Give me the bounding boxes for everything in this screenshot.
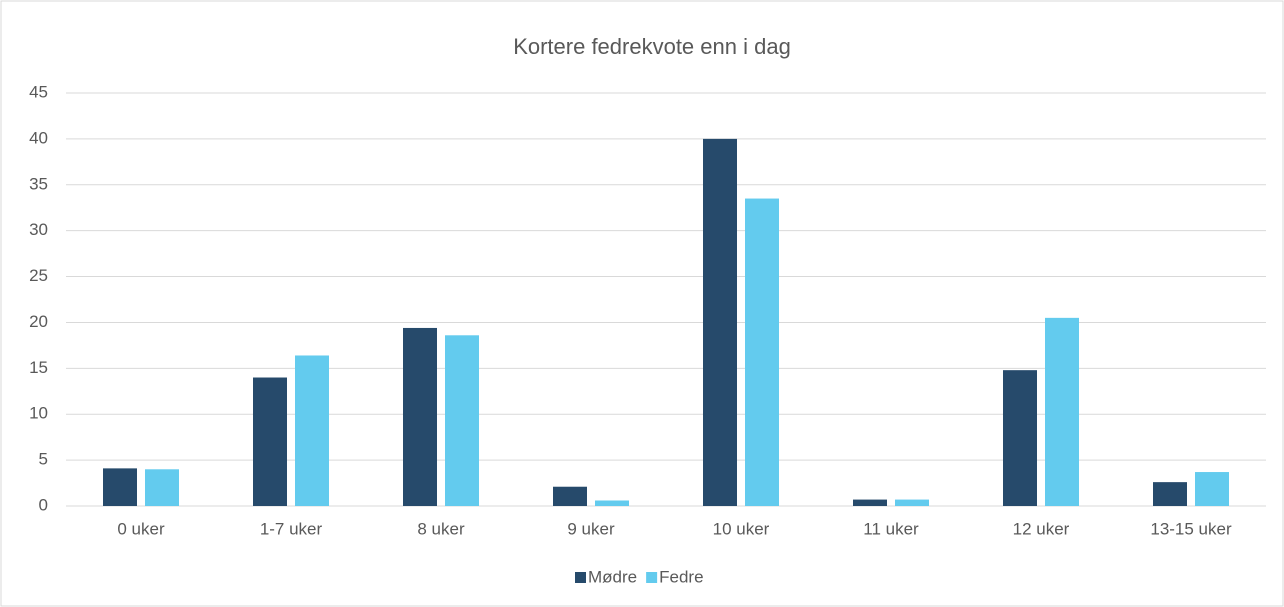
bar <box>253 377 287 506</box>
bar <box>1195 472 1229 506</box>
y-tick-label: 30 <box>29 220 48 239</box>
x-tick-label: 9 uker <box>567 519 615 538</box>
y-tick-label: 5 <box>39 450 48 469</box>
legend-swatch <box>575 572 586 583</box>
y-tick-label: 0 <box>39 495 48 514</box>
bar <box>745 198 779 507</box>
bar <box>703 138 737 506</box>
x-tick-label: 13-15 uker <box>1150 519 1232 538</box>
y-tick-label: 45 <box>29 82 48 101</box>
y-tick-label: 20 <box>29 312 48 331</box>
bar <box>145 469 179 506</box>
bar <box>853 499 887 506</box>
bar <box>103 468 137 506</box>
bar <box>1153 482 1187 506</box>
bar <box>403 327 437 506</box>
bar <box>445 335 479 506</box>
y-tick-label: 25 <box>29 266 48 285</box>
x-tick-label: 12 uker <box>1013 519 1070 538</box>
y-tick-label: 10 <box>29 404 48 423</box>
x-tick-label: 1-7 uker <box>260 519 323 538</box>
legend-swatch <box>646 572 658 583</box>
bar <box>553 486 587 506</box>
bar <box>895 499 929 506</box>
chart-title: Kortere fedrekvote enn i dag <box>513 34 791 59</box>
y-tick-label: 40 <box>29 128 48 147</box>
y-tick-label: 15 <box>29 358 48 377</box>
bar <box>1003 370 1037 506</box>
bar <box>595 500 629 506</box>
x-tick-label: 0 uker <box>117 519 165 538</box>
x-tick-label: 11 uker <box>863 519 919 538</box>
legend-label: Mødre <box>588 567 637 586</box>
x-tick-label: 10 uker <box>713 519 770 538</box>
bar <box>1045 317 1079 506</box>
x-tick-label: 8 uker <box>417 519 465 538</box>
y-tick-label: 35 <box>29 174 48 193</box>
bar <box>295 355 329 506</box>
legend-label: Fedre <box>659 567 703 586</box>
